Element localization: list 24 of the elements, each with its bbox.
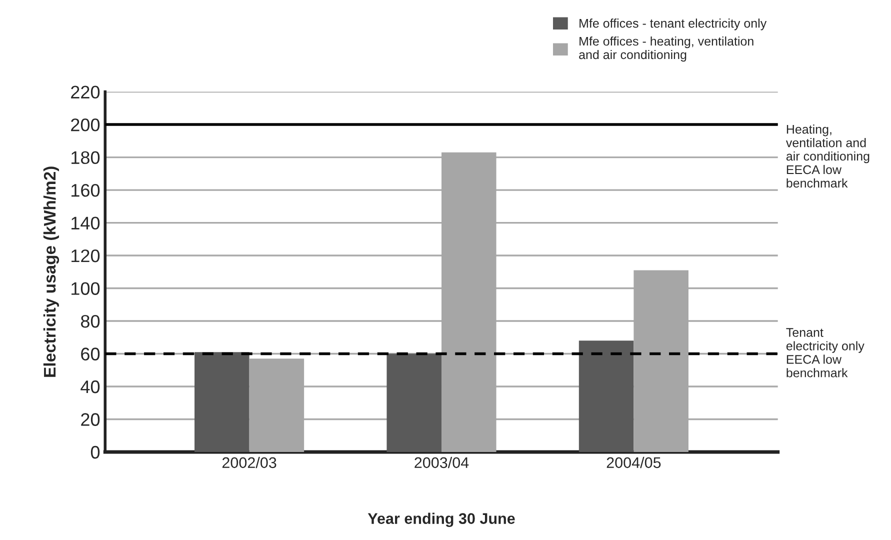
y-tick-label: 120 — [72, 249, 100, 262]
y-tick-label: 20 — [81, 413, 100, 426]
x-tick-label: 2004/05 — [606, 456, 661, 468]
bar — [194, 352, 250, 452]
legend-label: Mfe offices - tenant electricity only — [580, 18, 767, 30]
legend-label: Mfe offices - heating, ventilation and air conditioning — [579, 36, 754, 62]
x-tick-label: 2002/03 — [222, 456, 276, 468]
y-tick-label: 100 — [72, 282, 100, 295]
y-tick-label: 140 — [72, 216, 100, 230]
y-tick-label: 200 — [71, 118, 100, 132]
y-tick-label: 220 — [71, 86, 100, 99]
bar — [578, 340, 634, 452]
ref-line-label: Heating, ventilation and air conditioning EECA low benchmark — [786, 124, 870, 188]
x-axis-title: Year ending 30 June — [368, 512, 515, 528]
y-tick-label: 0 — [90, 446, 100, 459]
y-tick-label: 180 — [72, 151, 100, 164]
y-axis-title: Electricity usage (kWh/m2) — [43, 166, 60, 377]
y-tick-label: 80 — [80, 314, 100, 328]
bar — [386, 354, 442, 452]
y-tick-label: 160 — [72, 184, 100, 197]
y-tick-label: 40 — [80, 380, 100, 394]
ref-line-label: Tenant electricity only EECA low benchmark — [786, 328, 864, 378]
x-tick-label: 2003/04 — [414, 456, 469, 468]
y-tick-label: 60 — [81, 348, 100, 360]
